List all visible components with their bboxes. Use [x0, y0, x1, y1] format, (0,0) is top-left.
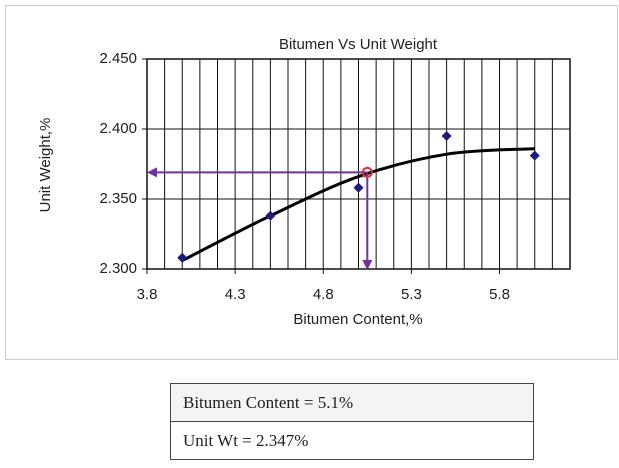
data-point — [177, 252, 188, 263]
y-tick-label: 2.350 — [99, 190, 137, 207]
y-tick-label: 2.450 — [99, 50, 137, 67]
data-point — [265, 210, 276, 221]
x-tick-label: 3.8 — [137, 286, 158, 303]
y-tick-label: 2.300 — [99, 260, 137, 277]
table-cell: Bitumen Content = 5.1% — [170, 383, 534, 422]
y-axis-label: Unit Weight,% — [37, 118, 54, 213]
optimum-point — [361, 166, 373, 178]
trendline — [181, 147, 535, 262]
x-tick-label: 4.3 — [225, 286, 246, 303]
table-row: Unit Wt = 2.347% — [170, 421, 534, 460]
x-tick-label: 5.3 — [401, 286, 422, 303]
data-point — [353, 182, 364, 193]
table-row: Bitumen Content = 5.1% — [170, 383, 534, 422]
x-tick-label: 5.8 — [489, 286, 510, 303]
chart-title: Bitumen Vs Unit Weight — [279, 36, 438, 53]
x-axis-label: Bitumen Content,% — [293, 311, 422, 328]
data-point — [441, 131, 452, 141]
result-table: Bitumen Content = 5.1% Unit Wt = 2.347% — [170, 383, 534, 460]
table-cell: Unit Wt = 2.347% — [170, 421, 534, 460]
y-tick-label: 2.400 — [99, 120, 137, 137]
x-tick-label: 4.8 — [313, 286, 334, 303]
data-point — [529, 150, 540, 161]
plot-border — [146, 58, 571, 270]
